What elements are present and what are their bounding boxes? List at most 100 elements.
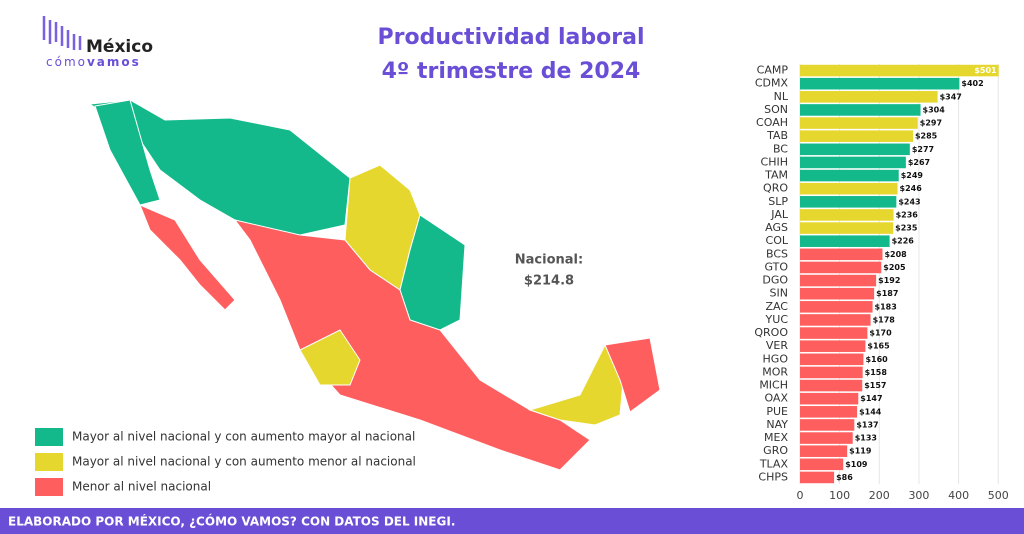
y-tick-label: TAM xyxy=(764,169,788,182)
bar xyxy=(800,143,910,156)
logo-word: cómo xyxy=(46,55,87,69)
x-tick-label: 400 xyxy=(948,489,969,502)
logo-word: vamos xyxy=(87,55,141,69)
value-label: $501 xyxy=(974,66,997,75)
y-tick-label: OAX xyxy=(764,392,788,405)
bar xyxy=(800,91,938,103)
y-tick-label: GRO xyxy=(763,444,788,457)
annotation: Nacional: xyxy=(515,253,583,268)
value-label: $304 xyxy=(923,105,946,114)
y-tick-label: QROO xyxy=(754,326,788,339)
x-tick-label: 300 xyxy=(908,489,929,502)
legend-label: Mayor al nivel nacional y con aumento me… xyxy=(72,455,416,469)
value-label: $187 xyxy=(876,289,898,298)
y-tick-label: PUE xyxy=(766,405,788,418)
value-label: $267 xyxy=(908,158,930,167)
value-label: $178 xyxy=(873,315,896,324)
value-label: $144 xyxy=(859,407,882,416)
x-tick-label: 100 xyxy=(829,489,850,502)
bar xyxy=(800,248,883,261)
bar xyxy=(800,64,999,77)
bar xyxy=(800,392,859,405)
y-tick-label: TLAX xyxy=(759,457,789,470)
annotation-value: $214.8 xyxy=(524,274,574,289)
value-label: $160 xyxy=(865,355,888,364)
y-tick-label: HGO xyxy=(763,352,789,365)
bar xyxy=(800,432,853,444)
bar xyxy=(800,130,913,142)
x-tick-label: 200 xyxy=(869,489,890,502)
bar xyxy=(800,327,868,339)
value-label: $147 xyxy=(860,394,882,403)
y-tick-label: MICH xyxy=(759,379,788,392)
value-label: $285 xyxy=(915,132,938,141)
y-tick-label: ZAC xyxy=(765,300,788,313)
bar xyxy=(800,196,897,208)
y-tick-label: NAY xyxy=(766,418,788,431)
bar xyxy=(800,156,906,169)
value-label: $277 xyxy=(912,145,934,154)
y-tick-label: TAB xyxy=(766,129,788,142)
value-label: $170 xyxy=(869,329,892,338)
bar xyxy=(800,340,866,352)
bar xyxy=(800,458,844,471)
bar xyxy=(800,169,899,182)
value-label: $205 xyxy=(883,263,906,272)
bar xyxy=(800,419,855,431)
bar xyxy=(800,182,898,195)
bar xyxy=(800,209,894,221)
y-tick-label: NL xyxy=(774,90,789,103)
legend-swatch xyxy=(35,478,63,496)
y-tick-label: VER xyxy=(766,339,788,352)
y-tick-label: CHPS xyxy=(758,470,788,483)
bar-chart: 0 100 200 300 400 500 CAMP $501 CDMX $402 NL $347 SO… xyxy=(754,64,1008,502)
logo-name: México xyxy=(86,37,153,57)
value-label: $246 xyxy=(900,184,923,193)
map-region xyxy=(299,329,361,386)
x-tick-label: 500 xyxy=(988,489,1009,502)
y-tick-label: QRO xyxy=(763,182,788,195)
bar xyxy=(800,117,918,129)
value-label: $192 xyxy=(878,276,900,285)
y-tick-label: CDMX xyxy=(755,77,789,90)
y-tick-label: CHIH xyxy=(761,155,788,168)
y-tick-label: COAH xyxy=(756,116,788,129)
legend-swatch xyxy=(35,428,63,446)
value-label: $183 xyxy=(875,302,897,311)
bar xyxy=(800,287,875,300)
map-region xyxy=(88,99,351,236)
bar xyxy=(800,314,871,326)
x-tick-label: 0 xyxy=(797,489,804,502)
bar xyxy=(800,77,960,90)
y-tick-label: YUC xyxy=(765,313,789,326)
bar xyxy=(800,301,873,313)
map-region xyxy=(604,337,661,413)
y-tick-label: GTO xyxy=(764,260,788,273)
bar xyxy=(800,445,848,457)
bar xyxy=(800,104,921,116)
value-label: $347 xyxy=(940,92,962,101)
y-tick-label: CAMP xyxy=(757,64,789,77)
y-tick-label: SLP xyxy=(768,195,788,208)
y-tick-label: COL xyxy=(766,234,789,247)
legend-swatch xyxy=(35,453,63,471)
bar xyxy=(800,235,890,247)
y-tick-label: DGO xyxy=(762,274,788,287)
bar xyxy=(800,353,864,366)
bar xyxy=(800,406,858,418)
y-tick-label: MEX xyxy=(764,431,788,444)
y-tick-label: SIN xyxy=(770,287,788,300)
logo-bars xyxy=(42,16,82,50)
y-tick-label: JAL xyxy=(770,208,789,221)
value-label: $236 xyxy=(896,210,919,219)
y-tick-label: BC xyxy=(773,142,788,155)
value-label: $137 xyxy=(856,420,878,429)
value-label: $235 xyxy=(895,224,918,233)
bar xyxy=(800,274,877,287)
chart-title: Productividad laboral xyxy=(378,25,645,50)
chart-subtitle: 4º trimestre de 2024 xyxy=(382,59,641,84)
value-label: $208 xyxy=(884,250,907,259)
value-label: $158 xyxy=(865,368,888,377)
value-label: $109 xyxy=(845,460,868,469)
